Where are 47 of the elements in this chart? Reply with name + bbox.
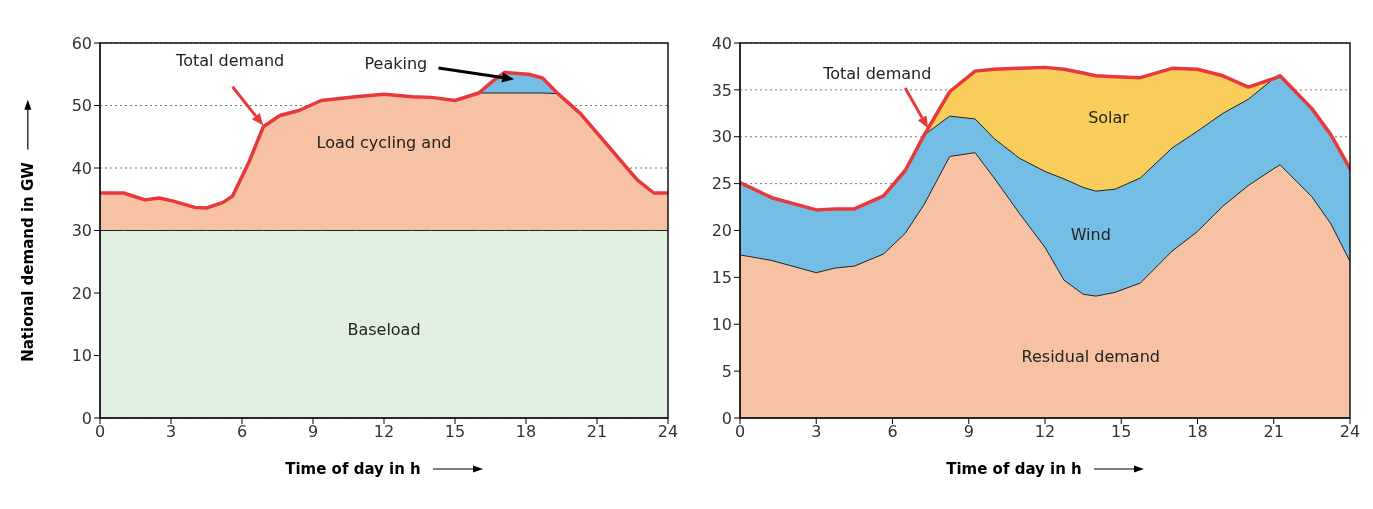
y-tick-label: 0 <box>721 408 732 428</box>
x-tick-label: 6 <box>236 422 248 442</box>
series-label: Total demand <box>822 64 932 84</box>
y-tick-label: 50 <box>71 96 92 116</box>
x-tick-label: 18 <box>1187 422 1208 442</box>
x-tick-label: 3 <box>165 422 177 442</box>
y-tick-label: 60 <box>71 33 92 53</box>
x-tick-label: 21 <box>586 422 608 442</box>
y-tick-label: 5 <box>721 361 732 381</box>
y-tick-label: 20 <box>71 283 92 303</box>
x-tick-label: 9 <box>307 422 319 442</box>
x-axis-title: Time of day in h <box>285 460 421 478</box>
y-tick-label: 10 <box>711 314 732 334</box>
x-tick-label: 0 <box>94 422 106 442</box>
y-tick-label: 15 <box>711 268 732 288</box>
x-tick-label: 24 <box>657 422 679 442</box>
x-tick-label: 9 <box>963 422 974 442</box>
line-series <box>740 65 1350 212</box>
y-tick-label: 40 <box>71 158 92 178</box>
x-tick-label: 12 <box>373 422 395 442</box>
line-series <box>100 70 668 210</box>
series-label: Load cycling and <box>316 132 452 152</box>
series-label: Solar <box>1088 107 1130 127</box>
x-tick-label: 6 <box>887 422 898 442</box>
y-tick-label: 20 <box>711 221 732 241</box>
x-tick-label: 0 <box>734 422 746 442</box>
x-tick-label: 3 <box>811 422 822 442</box>
y-tick-label: 10 <box>71 346 92 366</box>
x-axis-title: Time of day in h <box>946 460 1082 478</box>
x-tick-label: 15 <box>1111 422 1132 442</box>
x-tick-label: 15 <box>444 422 466 442</box>
series-label: Baseload <box>347 320 421 339</box>
x-tick-label: 18 <box>515 422 537 442</box>
x-tick-label: 12 <box>1034 422 1056 442</box>
y-tick-label: 0 <box>81 408 92 428</box>
y-axis-title: National demand in GW <box>19 161 38 362</box>
y-tick-label: 30 <box>711 127 732 147</box>
x-tick-label: 24 <box>1339 422 1361 442</box>
series-label: Residual demand <box>1021 346 1160 366</box>
text: Total demand <box>175 51 285 71</box>
y-tick-label: 35 <box>711 80 732 100</box>
y-tick-label: 40 <box>711 33 732 53</box>
series-label: Wind <box>1070 224 1111 244</box>
y-tick-label: 30 <box>71 221 92 241</box>
text: Peaking <box>364 54 428 74</box>
x-tick-label: 21 <box>1263 422 1284 442</box>
y-tick-label: 25 <box>711 174 732 194</box>
